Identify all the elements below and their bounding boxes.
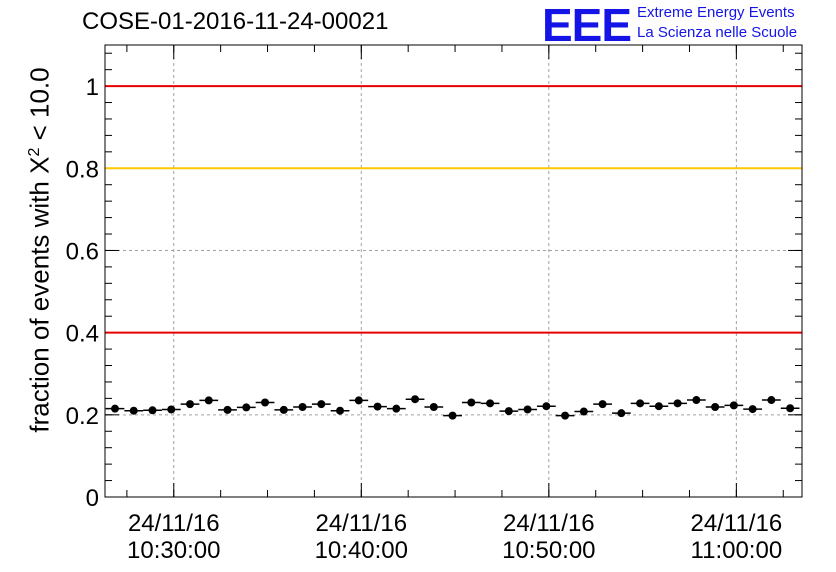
eee-logo: EEE	[542, 0, 632, 51]
data-point	[786, 404, 795, 413]
x-tick-label-date: 24/11/16	[315, 510, 407, 537]
y-tick-label: 0	[86, 485, 99, 512]
data-point	[429, 403, 438, 412]
data-point	[598, 400, 607, 409]
data-point	[242, 403, 251, 412]
data-point	[261, 398, 270, 407]
x-tick-label-time: 10:40:00	[315, 537, 408, 564]
x-tick-label-time: 10:30:00	[127, 537, 220, 564]
data-point	[336, 406, 345, 415]
data-point	[579, 407, 588, 416]
data-point	[204, 396, 213, 405]
y-tick-label: 0.2	[66, 403, 99, 430]
logo-text-line2: La Scienza nelle Scuole	[637, 24, 798, 41]
data-point	[373, 402, 382, 411]
data-point	[654, 402, 663, 411]
data-point	[711, 403, 720, 412]
data-point	[392, 404, 401, 413]
data-point	[111, 404, 120, 413]
y-tick-label: 0.4	[66, 321, 99, 348]
y-tick-label: 0.6	[66, 238, 99, 265]
data-point	[186, 400, 195, 409]
data-point	[504, 407, 513, 416]
data-point	[767, 396, 776, 405]
data-point	[317, 400, 326, 409]
logo-text-line1: Extreme Energy Events	[637, 4, 795, 21]
data-point	[279, 405, 288, 414]
data-point	[129, 406, 138, 415]
data-point	[617, 409, 626, 418]
data-point	[411, 395, 420, 404]
data-point	[467, 398, 476, 407]
data-point	[636, 399, 645, 408]
data-point	[448, 411, 457, 420]
data-point	[486, 399, 495, 408]
data-point	[748, 405, 757, 414]
x-tick-label-date: 24/11/16	[691, 510, 783, 537]
x-tick-label-date: 24/11/16	[128, 510, 220, 537]
data-point	[523, 405, 532, 414]
y-tick-label: 1	[86, 74, 99, 101]
data-point	[542, 402, 551, 411]
data-point	[561, 411, 570, 420]
x-tick-label-time: 10:50:00	[502, 537, 595, 564]
chart-title: COSE-01-2016-11-24-00021	[82, 8, 389, 35]
data-point	[692, 396, 701, 405]
x-tick-label-date: 24/11/16	[503, 510, 595, 537]
plot-frame	[104, 44, 803, 498]
data-point	[148, 406, 157, 415]
data-point	[729, 401, 738, 410]
data-point	[673, 399, 682, 408]
data-point	[167, 405, 176, 414]
x-tick-label-time: 11:00:00	[691, 537, 783, 564]
y-tick-label: 0.8	[66, 156, 99, 183]
data-point	[223, 405, 232, 414]
data-point	[354, 396, 363, 405]
data-point	[298, 403, 307, 412]
